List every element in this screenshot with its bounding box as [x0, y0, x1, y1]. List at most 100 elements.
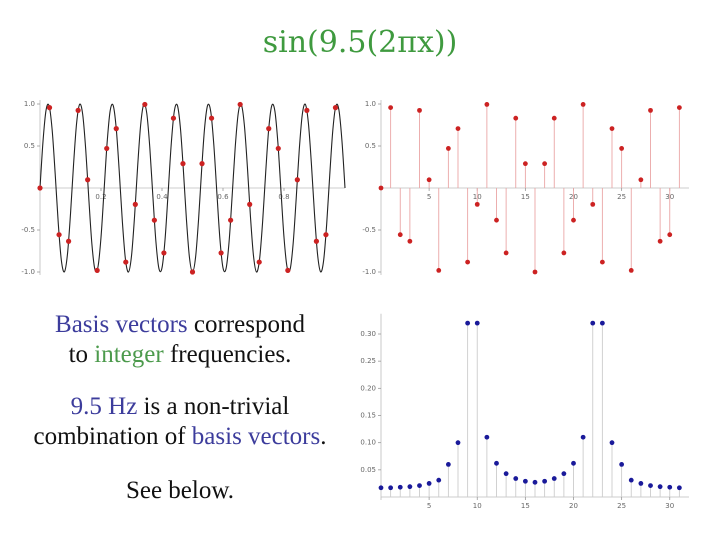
stem-dot [676, 485, 682, 491]
y-tick-label: 0.15 [360, 412, 376, 420]
sample-dot [189, 269, 196, 275]
text-span: combination of [33, 423, 192, 450]
x-tick-label: 10 [473, 502, 482, 510]
stem-dot [648, 483, 653, 488]
stem-dot [426, 177, 432, 183]
stem-dot [397, 232, 403, 238]
y-tick-label: -0.5 [362, 226, 376, 234]
stem-dot [455, 440, 461, 446]
stem-dot [542, 161, 548, 167]
stem-dot [571, 460, 576, 466]
stem-dot [378, 185, 384, 191]
sample-dot [218, 250, 224, 256]
stem-dot [628, 477, 634, 483]
text-span: is a non-trivial [137, 393, 290, 420]
stem-dot [561, 471, 567, 477]
sample-dot [161, 250, 167, 256]
stem-dot [657, 238, 663, 244]
text-block: See below. [0, 476, 360, 506]
stem-dot [648, 107, 653, 113]
stem-dot [599, 259, 605, 265]
y-tick-label: 0.30 [360, 330, 376, 338]
stem-dot [426, 481, 432, 486]
text-span: to [68, 341, 95, 368]
sample-dot [85, 177, 91, 183]
stem-dot [407, 484, 413, 490]
text-line: Basis vectors correspond [0, 310, 360, 340]
text-span: integer [94, 341, 164, 368]
stem-dot [599, 320, 605, 326]
sample-dot [113, 126, 119, 132]
stem-dot [561, 250, 567, 256]
stem-dot [513, 476, 519, 481]
text-block: 9.5 Hz is a non-trivial combination of ba… [0, 392, 360, 452]
stem-dot [388, 105, 394, 111]
x-tick-label: 5 [427, 193, 431, 201]
x-tick-label: 0.2 [95, 193, 106, 201]
sample-dot [170, 115, 177, 121]
text-span: frequencies. [163, 341, 292, 368]
stem-dot [609, 126, 615, 132]
x-tick-label: 30 [665, 502, 674, 510]
sample-dot [332, 105, 339, 111]
sample-dot [75, 107, 81, 113]
sample-dot [132, 201, 138, 207]
stem-dot [436, 477, 442, 483]
sample-dot [104, 145, 110, 152]
sample-dot [285, 267, 291, 274]
text-span: 9.5 Hz [70, 393, 138, 420]
text-block: Basis vectors correspond to integer frequ… [0, 310, 360, 370]
stem-dot [417, 483, 422, 488]
sample-dot [275, 145, 281, 152]
stem-dot [494, 217, 499, 223]
sample-dot [247, 201, 253, 207]
sample-dot [94, 267, 100, 274]
stem-dot [522, 478, 528, 484]
stem-dot [494, 460, 499, 466]
stem-dot [551, 476, 557, 481]
y-tick-label: 0.5 [365, 142, 376, 150]
stem-dot [628, 268, 634, 273]
stem-dot [397, 484, 403, 490]
stem-dot [455, 126, 461, 132]
stem-dot [513, 115, 519, 121]
text-span: . [320, 423, 327, 450]
y-tick-label: 0.20 [360, 384, 376, 392]
x-tick-label: 25 [617, 193, 626, 201]
stem-dot [667, 232, 673, 238]
stem-dot [465, 259, 471, 265]
x-tick-label: 0.8 [278, 193, 289, 201]
stem-dot [388, 485, 394, 491]
stem-dot [522, 161, 528, 167]
x-tick-label: 0.6 [217, 193, 229, 201]
stem-dot [638, 481, 644, 486]
stem-dot [378, 485, 384, 491]
sample-dot [56, 232, 62, 238]
sample-dot [208, 115, 215, 121]
stem-dot [590, 320, 596, 326]
slide-title: sin(9.5(2πx)) [263, 25, 458, 60]
y-tick-label: 0.10 [360, 439, 376, 447]
sample-dot [294, 177, 300, 183]
stem-dot [436, 268, 442, 273]
stem-dot [407, 238, 413, 244]
x-tick-label: 15 [521, 502, 530, 510]
stem-dot [609, 440, 615, 446]
stem-dot [571, 217, 576, 223]
y-tick-label: 1.0 [24, 100, 35, 108]
sample-dot [123, 259, 129, 265]
sample-dot [237, 101, 243, 108]
sample-dot [323, 232, 329, 238]
stem-dot [484, 434, 490, 440]
stem-dot [657, 484, 663, 490]
stem-dot [580, 102, 586, 107]
sample-dot [304, 107, 310, 113]
stem-dot [676, 105, 682, 111]
sample-dot [256, 259, 262, 265]
stem-dot [532, 479, 538, 485]
sample-dot [37, 185, 43, 191]
y-tick-label: -0.5 [21, 226, 35, 234]
x-tick-label: 15 [521, 193, 530, 201]
stem-dot [503, 471, 509, 477]
